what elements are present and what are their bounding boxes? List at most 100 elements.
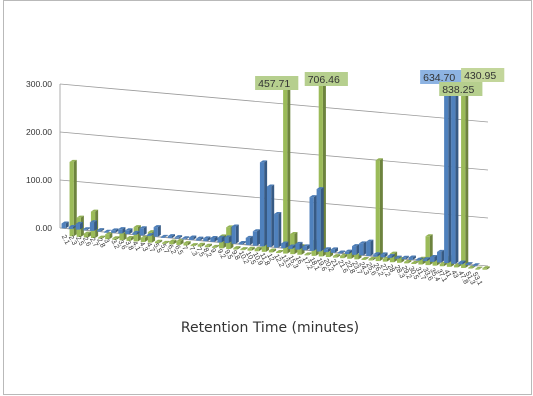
- bar: [352, 246, 357, 255]
- bar: [444, 78, 449, 264]
- bar-side: [116, 236, 120, 240]
- bar: [394, 257, 399, 259]
- bar-side: [242, 240, 246, 245]
- bar-top: [330, 247, 338, 250]
- bar: [167, 236, 173, 238]
- bar-side: [221, 235, 225, 243]
- bar: [425, 236, 430, 266]
- bar-side: [415, 260, 419, 264]
- bar: [83, 233, 88, 238]
- y-tick-label: 100.00: [26, 175, 52, 185]
- bar: [401, 257, 406, 260]
- x-tick-label: 43: [449, 269, 459, 279]
- bar: [276, 252, 281, 254]
- bar: [268, 250, 274, 253]
- bar: [112, 238, 117, 240]
- bar-top: [75, 221, 83, 224]
- bar-top: [394, 255, 402, 258]
- bar: [411, 262, 416, 264]
- bar-side: [115, 228, 119, 233]
- bar: [204, 245, 210, 248]
- bar: [259, 162, 265, 247]
- bar: [382, 258, 387, 262]
- bar-top: [247, 246, 255, 249]
- bar: [154, 241, 160, 244]
- x-tick-label: 2.8: [95, 237, 106, 249]
- bar: [368, 259, 373, 261]
- bar-top: [268, 248, 277, 251]
- bar-side: [412, 255, 416, 260]
- bar: [68, 227, 73, 229]
- bar: [217, 237, 222, 243]
- bar: [359, 243, 364, 256]
- bar: [330, 249, 335, 253]
- bar-top: [169, 239, 177, 242]
- bar-top: [366, 239, 374, 242]
- x-tick-label: 2.5: [74, 235, 85, 247]
- bar-top: [176, 239, 184, 242]
- bar: [475, 268, 480, 270]
- data-label-box: [304, 72, 348, 86]
- bar-top: [210, 236, 218, 239]
- bar: [211, 246, 217, 248]
- bar: [162, 242, 167, 244]
- bar: [119, 233, 124, 241]
- bar-top: [332, 254, 341, 257]
- bar-side: [207, 236, 211, 242]
- bar: [295, 243, 300, 250]
- x-tick-label: 5.7: [159, 243, 170, 255]
- bar-side: [465, 76, 469, 268]
- bar: [75, 223, 80, 230]
- bar: [304, 254, 309, 256]
- bar-top: [76, 215, 84, 218]
- bar-top: [183, 241, 191, 244]
- bar-top: [304, 252, 312, 255]
- x-tick-label: 3: [102, 238, 110, 245]
- x-tick-label: 9.2: [216, 248, 227, 260]
- bar-top: [267, 184, 275, 187]
- bar-side: [299, 241, 303, 250]
- bar-side: [455, 76, 459, 264]
- bar-side: [486, 266, 490, 270]
- x-tick-label: 2.6: [81, 236, 92, 248]
- bar-side: [370, 239, 374, 257]
- bar: [422, 259, 428, 262]
- bar-side: [441, 249, 445, 263]
- bar-top: [429, 255, 438, 258]
- bar-top: [61, 221, 69, 224]
- bar: [302, 246, 307, 251]
- bar: [283, 78, 288, 254]
- bar-side: [292, 244, 296, 249]
- bar-top: [359, 241, 367, 244]
- bar-top: [217, 235, 225, 238]
- bar-top: [288, 244, 296, 247]
- x-tick-label: 5.5: [152, 242, 163, 254]
- bar-side: [271, 184, 275, 247]
- bar-top: [111, 228, 119, 231]
- bar-top: [197, 242, 205, 245]
- bar: [203, 238, 208, 242]
- bar-top: [344, 249, 353, 252]
- y-axis-ticks: 0.00 100.00 200.00 300.00: [26, 79, 52, 233]
- bar-side: [273, 248, 277, 253]
- bar-top: [380, 252, 388, 255]
- bar-side: [249, 235, 253, 246]
- bar: [183, 243, 188, 246]
- bar-side: [144, 235, 148, 243]
- bar: [231, 226, 236, 244]
- x-tick-label: 6.5: [173, 244, 184, 256]
- bar: [451, 78, 456, 264]
- bar-side: [479, 266, 483, 270]
- y-tick-label: 200.00: [26, 127, 52, 137]
- x-tick-label: 6.2: [166, 244, 177, 256]
- bar: [181, 238, 187, 240]
- bar: [69, 161, 74, 237]
- bar-side: [408, 259, 412, 264]
- bar-side: [136, 230, 140, 235]
- bar-side: [87, 231, 91, 238]
- bar: [132, 232, 137, 235]
- bar: [98, 237, 103, 239]
- bar: [160, 236, 165, 238]
- bar: [415, 259, 420, 261]
